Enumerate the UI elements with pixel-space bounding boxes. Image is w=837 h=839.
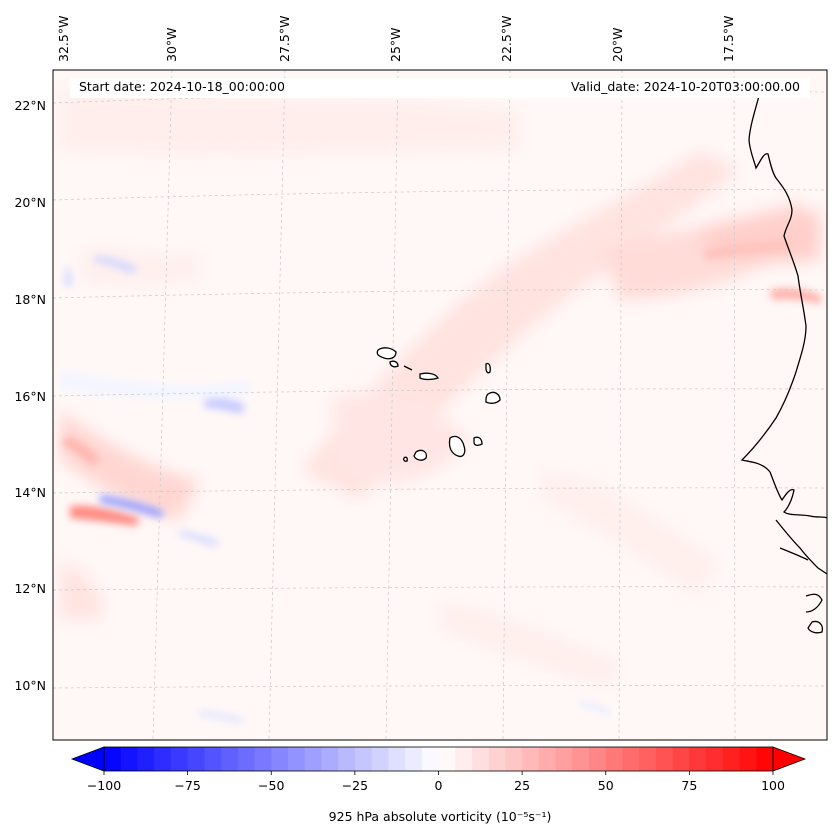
colorbar-band bbox=[639, 747, 657, 771]
lat-label: 14°N bbox=[14, 485, 46, 500]
colorbar-tick-label: −75 bbox=[174, 778, 200, 793]
graticule bbox=[53, 70, 827, 740]
colorbar-band bbox=[622, 747, 640, 771]
lat-label: 22°N bbox=[14, 98, 46, 113]
colorbar-band bbox=[455, 747, 473, 771]
colorbar-band bbox=[388, 747, 406, 771]
colorbar-band bbox=[154, 747, 172, 771]
colorbar-band bbox=[304, 747, 323, 771]
colorbar-band bbox=[421, 747, 440, 771]
colorbar-band bbox=[104, 747, 122, 771]
colorbar-band bbox=[221, 747, 239, 771]
colorbar-band bbox=[672, 747, 690, 771]
colorbar-min-extension bbox=[70, 746, 105, 772]
lat-label: 10°N bbox=[14, 678, 46, 693]
colorbar-band bbox=[405, 747, 423, 771]
colorbar-bands bbox=[104, 747, 774, 771]
vorticity-positive-areas bbox=[60, 90, 820, 690]
vorticity-negative-areas bbox=[60, 255, 612, 724]
lat-label: 20°N bbox=[14, 195, 46, 210]
lon-label: 22.5°W bbox=[499, 16, 514, 62]
colorbar-band bbox=[572, 747, 590, 771]
colorbar-band bbox=[505, 747, 523, 771]
colorbar-tick-label: 50 bbox=[598, 778, 614, 793]
colorbar-band bbox=[187, 747, 205, 771]
lon-label: 20°W bbox=[610, 27, 625, 62]
lon-label: 30°W bbox=[164, 27, 179, 62]
colorbar-band bbox=[589, 747, 607, 771]
lat-label: 12°N bbox=[14, 581, 46, 596]
colorbar-band bbox=[522, 747, 540, 771]
colorbar-band bbox=[689, 747, 707, 771]
start-date-label: Start date: 2024-10-18_00:00:00 bbox=[79, 79, 285, 94]
colorbar-band bbox=[655, 747, 674, 771]
lon-label: 27.5°W bbox=[277, 16, 292, 62]
colorbar-tick-label: −100 bbox=[87, 778, 121, 793]
colorbar-band bbox=[488, 747, 507, 771]
colorbar-band bbox=[555, 747, 573, 771]
colorbar: −100 −75 −50 −25 0 25 50 75 100 925 hPa absolute… bbox=[70, 746, 807, 824]
colorbar-band bbox=[237, 747, 256, 771]
colorbar-tick-label: 75 bbox=[681, 778, 697, 793]
colorbar-band bbox=[354, 747, 373, 771]
map-frame bbox=[52, 69, 828, 741]
colorbar-band bbox=[706, 747, 724, 771]
colorbar-tick-label: 25 bbox=[514, 778, 530, 793]
colorbar-band bbox=[756, 747, 774, 771]
valid-date-label: Valid_date: 2024-10-20T03:00:00.00 bbox=[571, 79, 800, 94]
colorbar-tick-label: −50 bbox=[258, 778, 284, 793]
colorbar-band bbox=[170, 747, 189, 771]
colorbar-band bbox=[120, 747, 139, 771]
colorbar-band bbox=[739, 747, 757, 771]
colorbar-tick-label: 100 bbox=[761, 778, 785, 793]
cape-verde-islands bbox=[376, 347, 501, 462]
colorbar-band bbox=[438, 747, 456, 771]
vorticity-strong-positive bbox=[62, 240, 822, 526]
colorbar-band bbox=[271, 747, 289, 771]
colorbar-label: 925 hPa absolute vorticity (10⁻⁵s⁻¹) bbox=[329, 809, 552, 824]
colorbar-band bbox=[338, 747, 356, 771]
lon-label: 32.5°W bbox=[56, 16, 71, 62]
latitude-labels: 22°N 20°N 18°N 16°N 14°N 12°N 10°N bbox=[14, 98, 46, 693]
colorbar-band bbox=[605, 747, 624, 771]
colorbar-band bbox=[204, 747, 222, 771]
longitude-labels: 32.5°W 30°W 27.5°W 25°W 22.5°W 20°W 17.5… bbox=[56, 16, 736, 62]
lat-label: 16°N bbox=[14, 389, 46, 404]
colorbar-band bbox=[321, 747, 339, 771]
colorbar-tick-label: −25 bbox=[342, 778, 368, 793]
colorbar-tick-label: 0 bbox=[435, 778, 443, 793]
colorbar-max-extension bbox=[772, 746, 807, 772]
lon-label: 25°W bbox=[388, 27, 403, 62]
map-panel: Start date: 2024-10-18_00:00:00 Valid_da… bbox=[52, 69, 828, 741]
colorbar-band bbox=[538, 747, 557, 771]
vorticity-field bbox=[60, 90, 822, 724]
colorbar-ticks: −100 −75 −50 −25 0 25 50 75 100 bbox=[87, 771, 785, 793]
colorbar-band bbox=[287, 747, 306, 771]
colorbar-band bbox=[722, 747, 741, 771]
lat-label: 18°N bbox=[14, 292, 46, 307]
coastline-west-africa bbox=[740, 91, 827, 634]
colorbar-band bbox=[137, 747, 155, 771]
lon-label: 17.5°W bbox=[721, 16, 736, 62]
header-band bbox=[70, 78, 810, 98]
colorbar-band bbox=[254, 747, 272, 771]
colorbar-band bbox=[371, 747, 389, 771]
colorbar-band bbox=[471, 747, 490, 771]
